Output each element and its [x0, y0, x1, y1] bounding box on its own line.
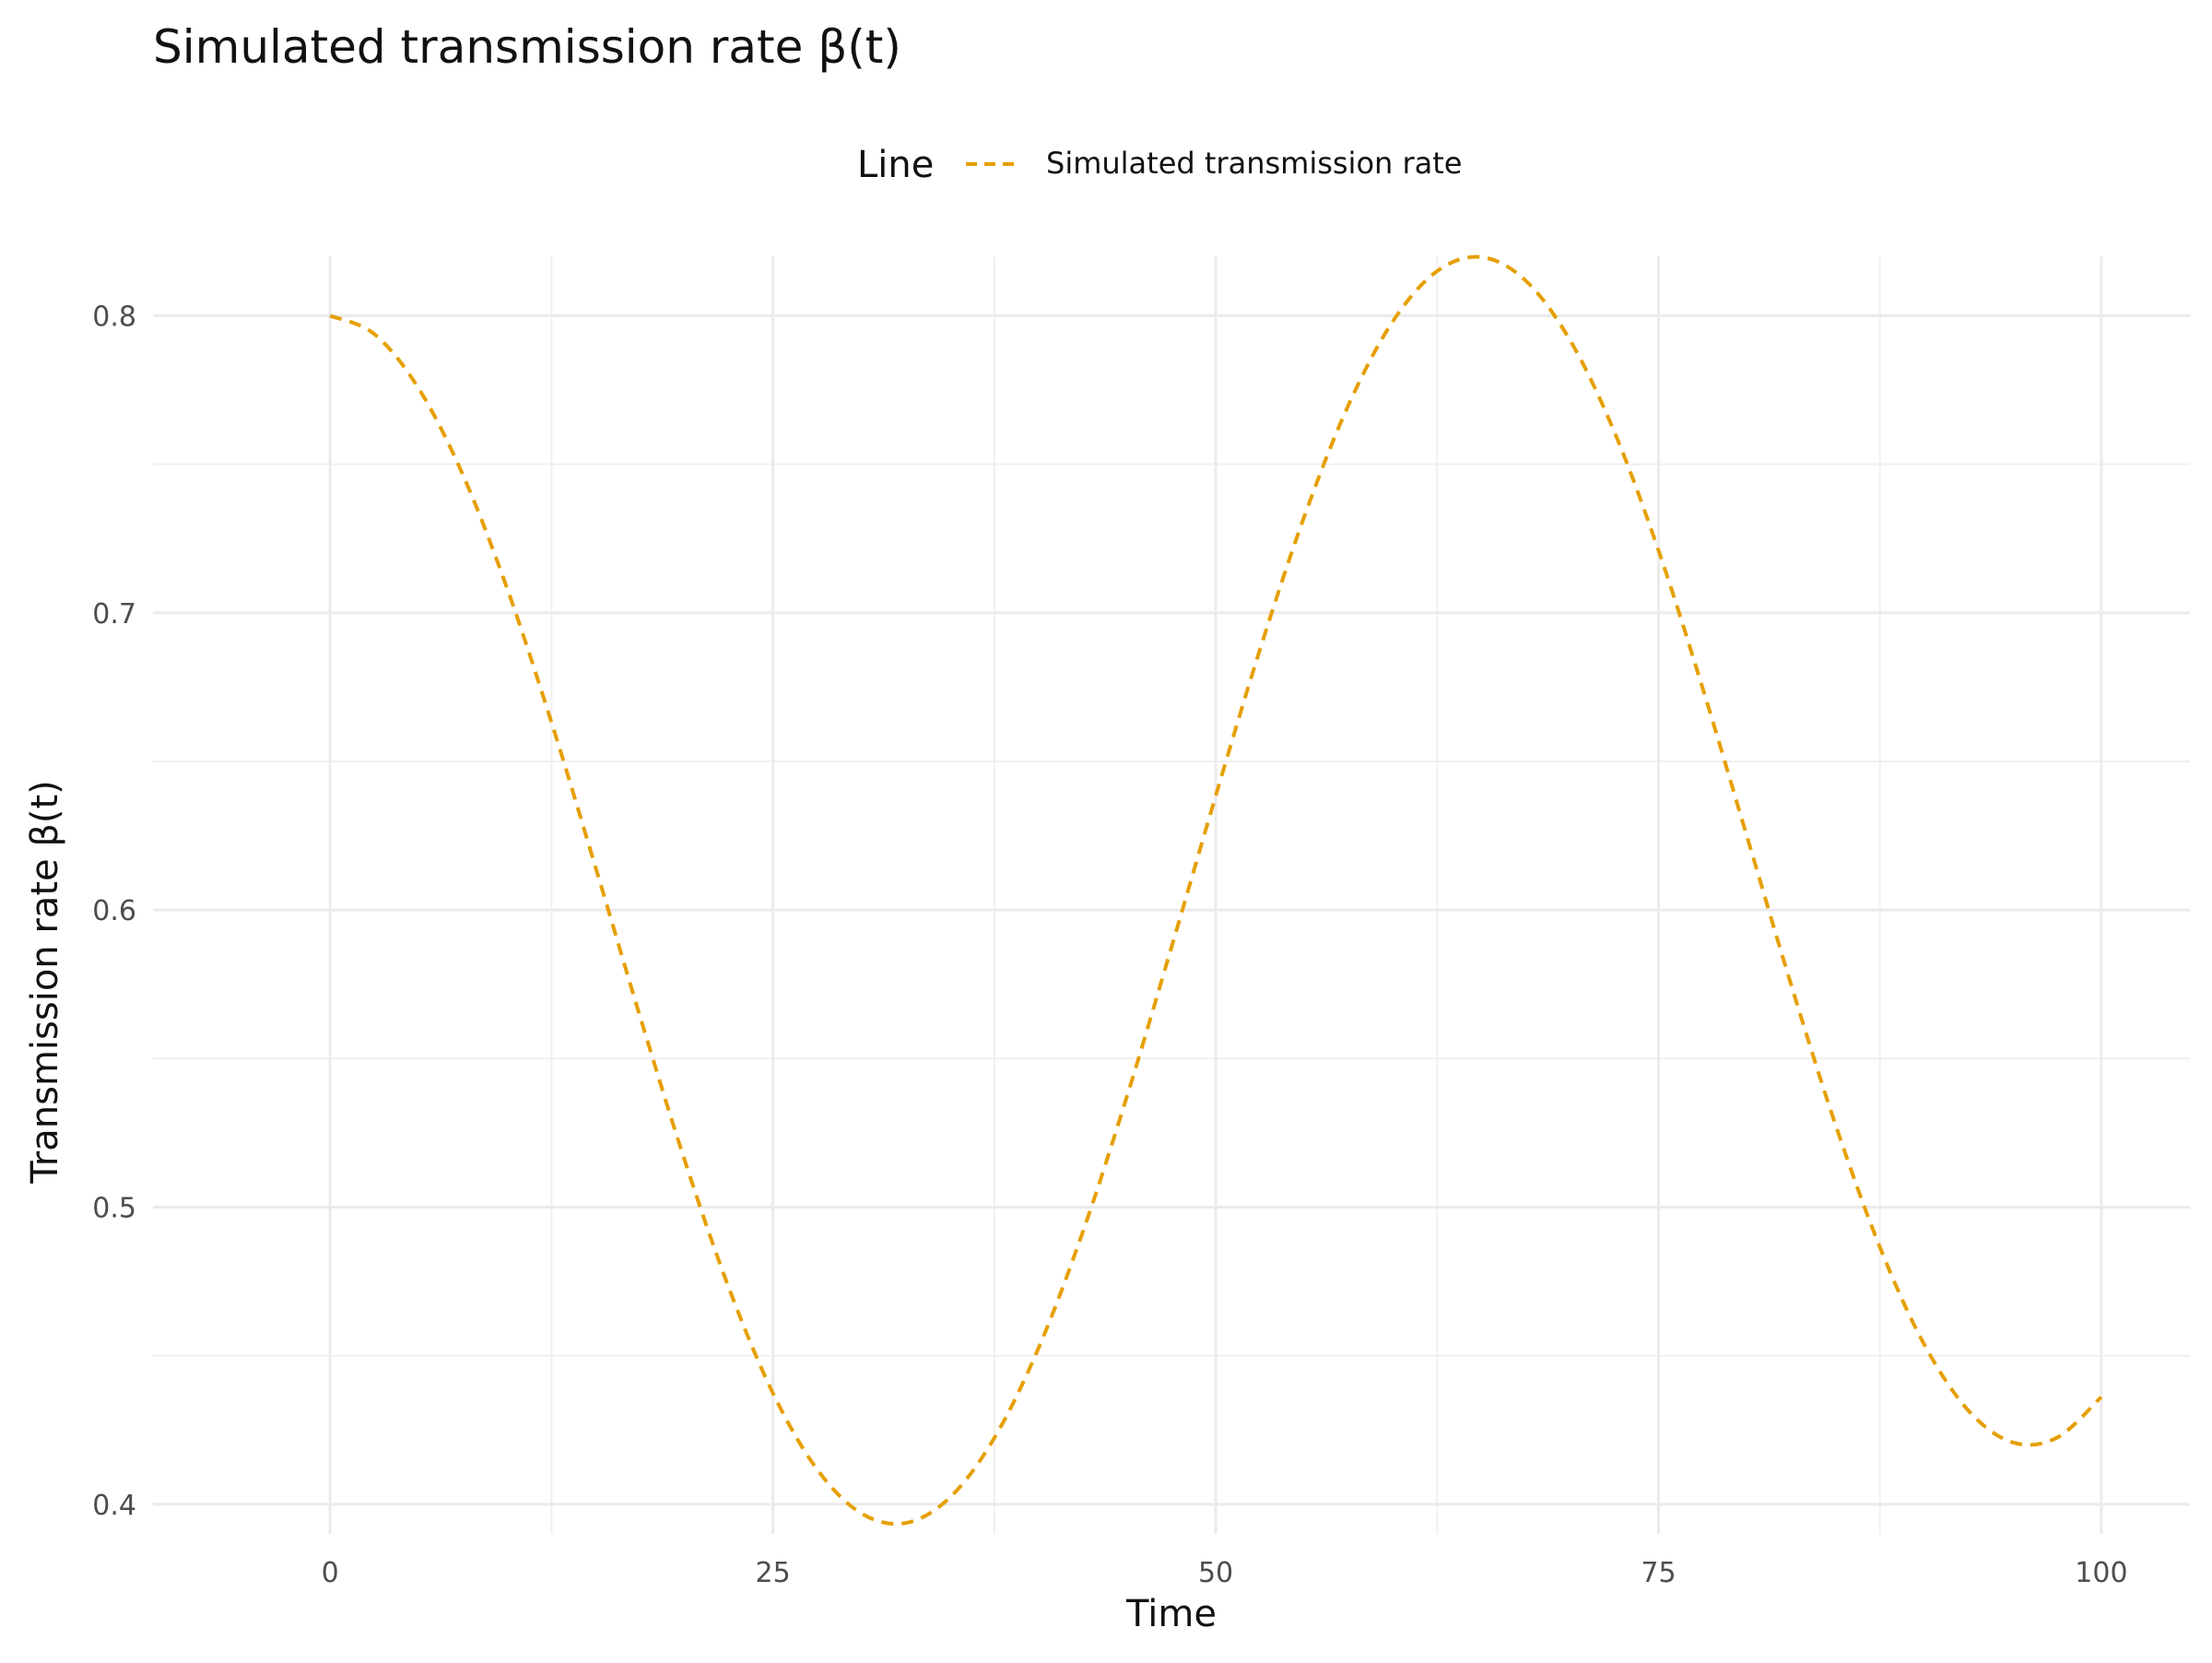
- x-axis-title: Time: [1125, 1593, 1217, 1635]
- x-tick-label: 75: [1641, 1557, 1676, 1589]
- legend: Line Simulated transmission rate: [857, 144, 1462, 186]
- chart-title: Simulated transmission rate β(t): [153, 20, 901, 74]
- y-axis-title: Transmission rate β(t): [24, 780, 66, 1185]
- y-tick-label: 0.6: [92, 895, 136, 927]
- grid-major: [153, 256, 2190, 1534]
- x-tick-label: 100: [2075, 1557, 2127, 1589]
- y-axis-ticks: 0.4 0.5 0.6 0.7 0.8: [92, 301, 136, 1521]
- x-tick-label: 50: [1198, 1557, 1233, 1589]
- series-layer: [329, 254, 2103, 1527]
- y-tick-label: 0.4: [92, 1490, 136, 1522]
- x-tick-label: 25: [756, 1557, 791, 1589]
- legend-title: Line: [857, 144, 934, 186]
- legend-label: Simulated transmission rate: [1046, 146, 1462, 181]
- series-line: [329, 254, 2103, 1527]
- y-tick-label: 0.8: [92, 301, 136, 333]
- x-tick-label: 0: [322, 1557, 339, 1589]
- x-axis-ticks: 0 25 50 75 100: [322, 1557, 2128, 1589]
- y-tick-label: 0.5: [92, 1192, 136, 1224]
- grid-minor: [153, 256, 2190, 1534]
- y-tick-label: 0.7: [92, 598, 136, 631]
